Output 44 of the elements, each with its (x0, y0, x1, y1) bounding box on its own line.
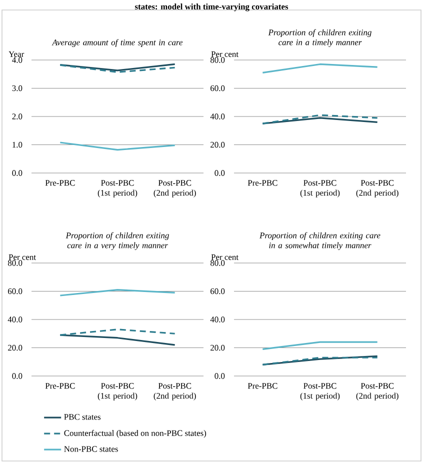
x-tick-label: Post-PBC (1st period) (98, 383, 138, 400)
x-tick-label: Post-PBC (2nd period) (356, 383, 398, 400)
y-tick-label: 40.0 (210, 316, 225, 322)
x-tick-label: Post-PBC (1st period) (300, 180, 340, 198)
y-tick-label: 0.0 (214, 373, 225, 379)
x-tick-label: Post-PBC (2nd period) (356, 180, 398, 198)
y-tick-label: 20.0 (8, 344, 22, 351)
y-tick-label: 40.0 (210, 114, 225, 120)
chart-title: Average amount of time spent in care (52, 39, 183, 47)
y-tick-label: 40.0 (8, 316, 22, 322)
y-tick-label: 0.0 (12, 373, 22, 379)
x-tick-label: Pre-PBC (248, 383, 278, 389)
x-tick-label: Pre-PBC (45, 180, 75, 186)
y-axis-title: Per cent (8, 254, 36, 260)
y-tick-label: 2.0 (12, 114, 22, 120)
legend-label: Non-PBC states (64, 446, 118, 452)
x-tick-label: Post-PBC (1st period) (98, 180, 138, 198)
y-axis-title: Per cent (211, 254, 238, 260)
x-tick-label: Pre-PBC (45, 383, 75, 389)
y-tick-label: 0.0 (214, 170, 225, 176)
y-tick-label: 3.0 (12, 85, 22, 92)
y-tick-label: 20.0 (210, 142, 225, 148)
y-tick-label: 60.0 (8, 288, 22, 294)
y-tick-label: 60.0 (210, 288, 225, 294)
x-tick-label: Pre-PBC (248, 180, 278, 186)
y-tick-label: 1.0 (12, 142, 22, 148)
chart-title: Proportion of children exiting care in a somewhat timely manner (260, 232, 380, 250)
legend-label: PBC states (64, 414, 101, 420)
x-tick-label: Post-PBC (2nd period) (154, 180, 196, 198)
x-tick-label: Post-PBC (2nd period) (154, 383, 196, 400)
y-tick-label: 80.0 (210, 57, 225, 63)
chart-title: Proportion of children exiting care in a timely manner (268, 29, 372, 47)
chart-title: Proportion of children exiting care in a very timely manner (66, 232, 169, 250)
y-axis-title: Per cent (211, 51, 238, 57)
x-tick-label: Post-PBC (1st period) (300, 383, 340, 400)
y-tick-label: 20.0 (210, 344, 225, 351)
text: states: model with time-varying covariates (134, 4, 288, 12)
legend-label: Counterfactual (based on non-PBC states) (64, 430, 206, 438)
y-axis-title: Year (8, 51, 24, 57)
y-tick-label: 4.0 (12, 57, 22, 63)
y-tick-label: 80.0 (8, 260, 22, 266)
y-tick-label: 80.0 (210, 260, 225, 266)
y-tick-label: 60.0 (210, 85, 225, 92)
y-tick-label: 0.0 (12, 170, 22, 176)
